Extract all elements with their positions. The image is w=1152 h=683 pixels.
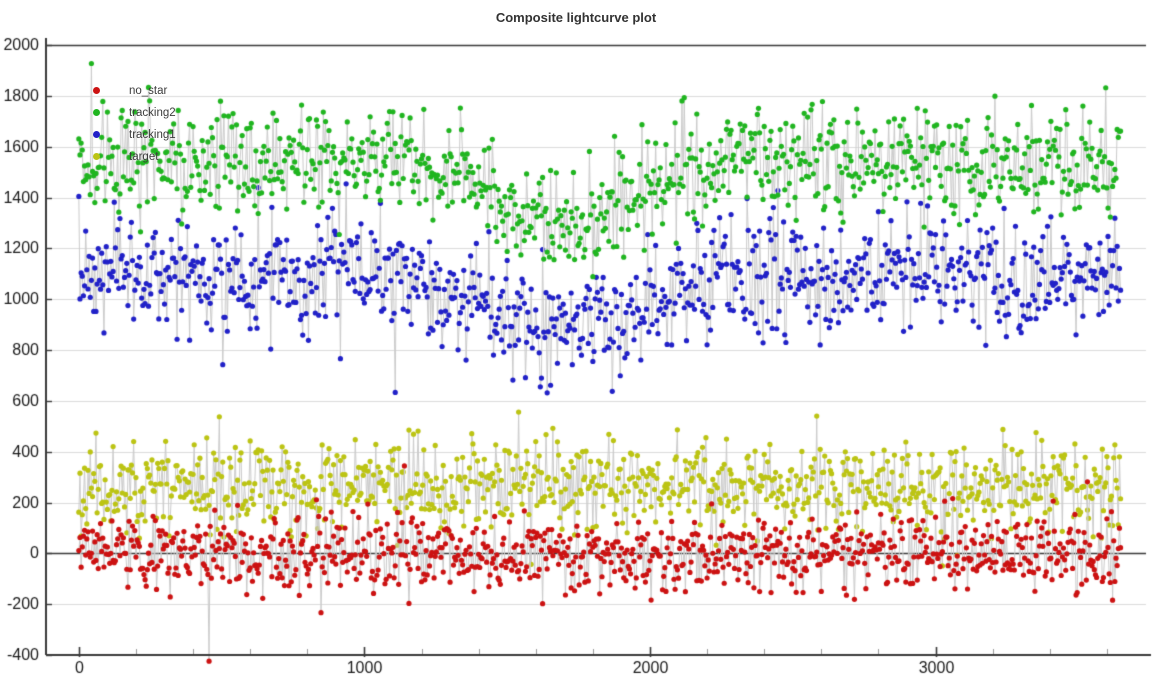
legend-item-no_star: no_star bbox=[93, 84, 176, 97]
legend-item-target: target bbox=[93, 150, 176, 163]
legend-marker-icon bbox=[93, 109, 100, 116]
legend-item-tracking2: tracking2 bbox=[93, 106, 176, 119]
legend-item-tracking1: tracking1 bbox=[93, 128, 176, 141]
legend-label: tracking2 bbox=[129, 106, 176, 119]
legend: no_star tracking2 tracking1 target bbox=[93, 84, 176, 163]
legend-label: no_star bbox=[129, 84, 168, 97]
legend-marker-icon bbox=[93, 87, 100, 94]
legend-label: tracking1 bbox=[129, 128, 176, 141]
legend-marker-icon bbox=[93, 153, 100, 160]
legend-marker-icon bbox=[93, 131, 100, 138]
legend-label: target bbox=[129, 150, 159, 163]
chart-title: Composite lightcurve plot bbox=[495, 10, 657, 25]
